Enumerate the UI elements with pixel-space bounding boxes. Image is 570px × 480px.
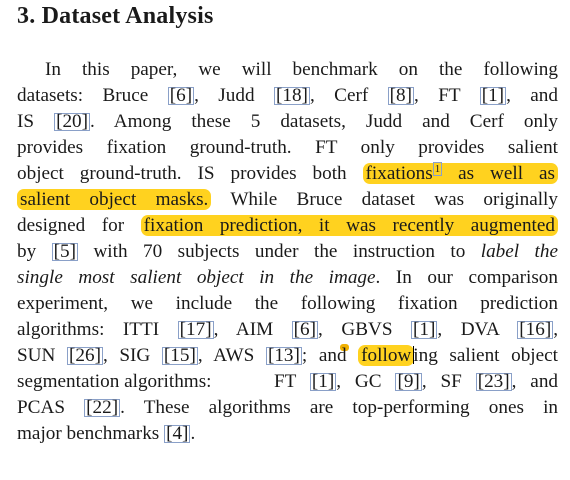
text-run: , AIM: [213, 319, 292, 340]
footnote-marker[interactable]: 1: [432, 161, 443, 176]
text-run: ing salient object: [413, 345, 558, 366]
text-run: , SF: [421, 371, 476, 392]
text-run: , GC: [336, 371, 396, 392]
text-run: , AWS: [197, 345, 266, 366]
text-run: fixations: [365, 163, 433, 184]
text-run: experiment, we include the following fix…: [17, 293, 558, 314]
text-run: PCAS: [17, 397, 85, 418]
citation-link[interactable]: [5]: [51, 241, 78, 262]
citation-link[interactable]: [18]: [273, 85, 310, 106]
text-run: , Judd: [194, 85, 274, 106]
highlight-annotation[interactable]: fixations 1 as well as: [362, 161, 558, 184]
text-run: .: [190, 423, 196, 444]
text-line-10: experiment, we include the following fix…: [17, 291, 558, 317]
highlight-annotation[interactable]: fixation prediction, it was recently aug…: [140, 215, 558, 236]
citation-link[interactable]: [20]: [54, 111, 91, 132]
citation-link[interactable]: [1]: [479, 85, 507, 106]
text-line-6: salient object masks. While Bruce datase…: [17, 187, 558, 213]
text-run: provides fixation ground-truth. FT only …: [17, 137, 558, 158]
text-line-8: by [5] with 70 subjects under the instru…: [17, 239, 558, 265]
citation-link[interactable]: [6]: [167, 85, 195, 106]
text-run: While Bruce dataset was originally: [211, 189, 558, 210]
text-line-5: object ground-truth. IS provides both fi…: [17, 161, 558, 187]
text-run: SUN: [17, 345, 67, 366]
citation-link[interactable]: [1]: [309, 371, 337, 392]
section-number: 3.: [17, 3, 36, 29]
highlight-annotation[interactable]: salient object masks.: [17, 189, 212, 210]
text-line-13b: FT [1], GC [9], SF [23], and: [274, 369, 558, 395]
text-run: datasets: Bruce: [17, 85, 168, 106]
text-run: FT: [274, 371, 310, 392]
text-line-12: SUN [26], SIG [15], AWS [13]; and follow…: [17, 343, 558, 369]
citation-link[interactable]: [13]: [265, 345, 302, 366]
text-run: designed for: [17, 215, 141, 236]
citation-link[interactable]: [8]: [387, 85, 415, 106]
citation-link[interactable]: [6]: [291, 319, 319, 340]
text-line-3: IS [20]. Among these 5 datasets, Judd an…: [17, 109, 558, 135]
text-line-1: In this paper, we will benchmark on the …: [45, 57, 558, 83]
text-run: , and: [506, 85, 558, 106]
citation-link[interactable]: [16]: [517, 319, 554, 340]
text-run: . These algorithms are top-performing on…: [120, 397, 559, 418]
text-run: object ground-truth. IS provides both: [17, 163, 363, 184]
text-run: major benchmarks: [17, 423, 165, 444]
pen-annotation-mark[interactable]: [340, 344, 349, 351]
citation-link[interactable]: [22]: [84, 397, 121, 418]
text-run: IS: [17, 111, 55, 132]
text-line-11: algorithms: ITTI [17], AIM [6], GBVS [1]…: [17, 317, 558, 343]
text-run: ,: [553, 319, 559, 340]
text-run: segmentation algorithms:: [17, 371, 212, 392]
text-run: , SIG: [102, 345, 162, 366]
text-line-15: major benchmarks [4].: [17, 421, 558, 447]
citation-link[interactable]: [23]: [475, 371, 512, 392]
text-run-italic: label the: [480, 241, 558, 262]
text-run: , DVA: [437, 319, 518, 340]
text-run: In this paper, we will benchmark on the …: [45, 59, 558, 80]
citation-link[interactable]: [4]: [164, 423, 191, 444]
text-run: . Among these 5 datasets, Judd and Cerf …: [90, 111, 559, 132]
text-run: ; and: [301, 345, 359, 366]
text-run: , Cerf: [309, 85, 388, 106]
text-line-2: datasets: Bruce [6], Judd [18], Cerf [8]…: [17, 83, 558, 109]
citation-link[interactable]: [17]: [177, 319, 214, 340]
text-run: algorithms: ITTI: [17, 319, 178, 340]
citation-link[interactable]: [15]: [161, 345, 198, 366]
section-heading: 3. Dataset Analysis: [17, 3, 214, 30]
text-cursor: [413, 346, 415, 364]
text-line-7: designed for fixation prediction, it was…: [17, 213, 558, 239]
text-run-italic: single most salient object in the image: [17, 267, 376, 288]
text-run: with 70 subjects under the instruction t…: [78, 241, 481, 262]
citation-link[interactable]: [26]: [67, 345, 103, 366]
text-line-13a: segmentation algorithms:: [17, 369, 212, 395]
text-line-9: single most salient object in the image.…: [17, 265, 558, 291]
text-run: , GBVS: [318, 319, 412, 340]
highlight-annotation[interactable]: follow: [358, 345, 415, 366]
citation-link[interactable]: [1]: [411, 319, 438, 340]
section-title: Dataset Analysis: [41, 3, 214, 29]
text-line-4: provides fixation ground-truth. FT only …: [17, 135, 558, 161]
citation-link[interactable]: [9]: [395, 371, 422, 392]
text-run: . In our comparison: [375, 267, 558, 288]
text-line-14: PCAS [22]. These algorithms are top-perf…: [17, 395, 558, 421]
text-run: by: [17, 241, 52, 262]
text-run: , FT: [414, 85, 480, 106]
text-run: , and: [511, 371, 559, 392]
text-run: as well as: [442, 163, 555, 184]
